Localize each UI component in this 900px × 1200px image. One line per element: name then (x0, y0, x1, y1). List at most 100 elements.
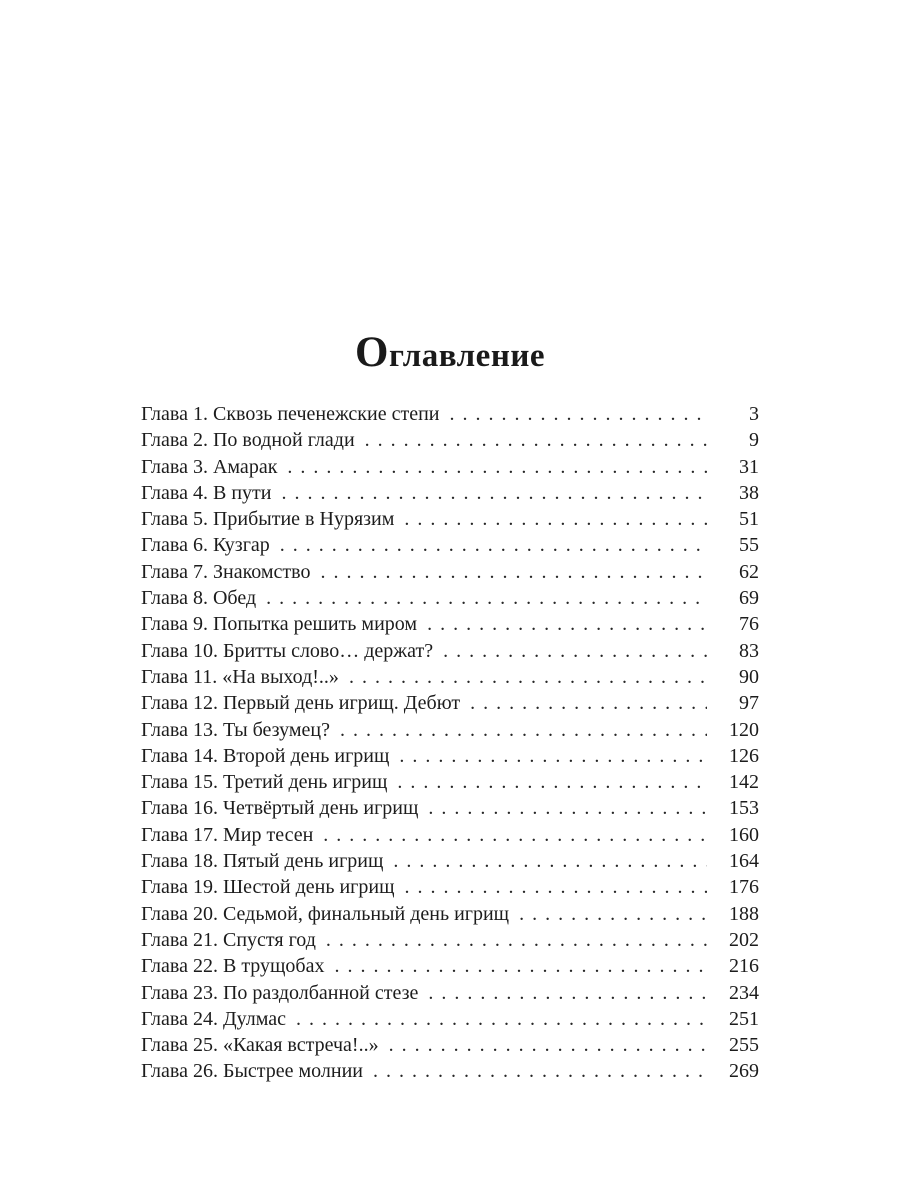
toc-entry: Глава 6. Кузгар 55 (141, 532, 759, 558)
toc-entry: Глава 16. Четвёртый день игрищ 153 (141, 795, 759, 821)
toc-entry-page-number: 188 (729, 902, 759, 925)
toc-entry-page-number: 216 (729, 955, 759, 978)
toc-leader-dots (397, 769, 707, 795)
toc-leader-dots (266, 585, 707, 611)
toc-entry-label: Глава 2. По водной глади (141, 429, 355, 452)
toc-entry-label: Глава 22. В трущобах (141, 955, 325, 978)
toc-leader-dots (296, 1006, 707, 1032)
toc-leader-dots (373, 1058, 707, 1084)
toc-leader-dots (326, 927, 707, 953)
toc-leader-dots (323, 822, 707, 848)
toc-entry-label: Глава 21. Спустя год (141, 928, 316, 951)
toc-entry: Глава 11. «На выход!..» 90 (141, 664, 759, 690)
toc-entry: Глава 8. Обед 69 (141, 585, 759, 611)
toc-entry-page-number: 202 (729, 928, 759, 951)
toc-entry-page-number: 153 (729, 797, 759, 820)
toc-entry-page-number: 176 (729, 876, 759, 899)
toc-entry-label: Глава 24. Дулмас (141, 1007, 286, 1030)
toc-entry-page-number: 3 (749, 403, 759, 425)
toc-entry-page-number: 55 (739, 534, 759, 557)
toc-entry-page-number: 269 (729, 1060, 759, 1083)
toc-entry-label: Глава 16. Четвёртый день игрищ (141, 797, 419, 820)
toc-entry: Глава 2. По водной глади 9 (141, 427, 759, 453)
toc-entry: Глава 22. В трущобах 216 (141, 953, 759, 979)
toc-entry-label: Глава 10. Бритты слово… держат? (141, 639, 434, 662)
toc-entry-page-number: 97 (739, 692, 759, 715)
toc-entry-label: Глава 12. Первый день игрищ. Дебют (141, 692, 461, 715)
toc-entry-page-number: 69 (739, 587, 759, 610)
toc-entry-page-number: 234 (729, 981, 759, 1004)
toc-entry-page-number: 9 (749, 429, 759, 452)
toc-entry-label: Глава 15. Третий день игрищ (141, 771, 388, 794)
toc-entry: Глава 12. Первый день игрищ. Дебют 97 (141, 690, 759, 716)
toc-entry: Глава 3. Амарак 31 (141, 454, 759, 480)
toc-entry-label: Глава 4. В пути (141, 481, 272, 504)
toc-entry-label: Глава 1. Сквозь печенежские степи (141, 403, 440, 425)
toc-leader-dots (428, 980, 707, 1006)
toc-leader-dots (470, 690, 707, 716)
toc-entry-label: Глава 17. Мир тесен (141, 823, 314, 846)
toc-title: Оглавление (355, 329, 545, 376)
toc-leader-dots (365, 427, 707, 453)
toc-entry: Глава 9. Попытка решить миром 76 (141, 611, 759, 637)
toc-entry: Глава 17. Мир тесен 160 (141, 822, 759, 848)
toc-entry: Глава 24. Дулмас 251 (141, 1006, 759, 1032)
toc-entry-label: Глава 3. Амарак (141, 455, 278, 478)
toc-entry-page-number: 38 (739, 481, 759, 504)
toc-entry-page-number: 83 (739, 639, 759, 662)
toc-leader-dots (281, 480, 707, 506)
toc-entry-page-number: 120 (729, 718, 759, 741)
toc-leader-dots (320, 559, 707, 585)
toc-leader-dots (340, 717, 707, 743)
toc-leader-dots (349, 664, 707, 690)
toc-entry-label: Глава 20. Седьмой, финальный день игрищ (141, 902, 510, 925)
toc-entry: Глава 21. Спустя год 202 (141, 927, 759, 953)
toc-entry: Глава 14. Второй день игрищ 126 (141, 743, 759, 769)
toc-entry: Глава 15. Третий день игрищ 142 (141, 769, 759, 795)
toc-entry-page-number: 76 (739, 613, 759, 636)
toc-entry-label: Глава 14. Второй день игрищ (141, 744, 390, 767)
toc-entry: Глава 23. По раздолбанной стезе 234 (141, 980, 759, 1006)
toc-leader-dots (443, 638, 707, 664)
toc-entry-label: Глава 13. Ты безумец? (141, 718, 330, 741)
toc-entry: Глава 4. В пути 38 (141, 480, 759, 506)
toc-entry-page-number: 160 (729, 823, 759, 846)
toc-entry-page-number: 51 (739, 508, 759, 531)
toc-leader-dots (519, 901, 707, 927)
toc-entry-page-number: 31 (739, 455, 759, 478)
toc-entry-page-number: 126 (729, 744, 759, 767)
toc-leader-dots (393, 848, 707, 874)
toc-entry: Глава 19. Шестой день игрищ 176 (141, 874, 759, 900)
toc-entry: Глава 26. Быстрее молнии 269 (141, 1058, 759, 1084)
toc-leader-dots (280, 532, 707, 558)
toc-content: Оглавление Глава 1. Сквозь печенежские с… (141, 331, 759, 1085)
toc-entry: Глава 5. Прибытие в Нурязим 51 (141, 506, 759, 532)
toc-entry-label: Глава 7. Знакомство (141, 560, 311, 583)
toc-entry: Глава 1. Сквозь печенежские степи 3 (141, 401, 759, 427)
toc-entry-page-number: 62 (739, 560, 759, 583)
toc-entry: Глава 20. Седьмой, финальный день игрищ … (141, 901, 759, 927)
toc-entry-page-number: 251 (729, 1007, 759, 1030)
toc-entry-label: Глава 25. «Какая встреча!..» (141, 1034, 379, 1057)
toc-leader-dots (428, 795, 707, 821)
toc-leader-dots (399, 743, 707, 769)
toc-entry-label: Глава 23. По раздолбанной стезе (141, 981, 419, 1004)
toc-entry-label: Глава 9. Попытка решить миром (141, 613, 418, 636)
toc-leader-dots (404, 874, 707, 900)
toc-entry-label: Глава 18. Пятый день игрищ (141, 850, 384, 873)
toc-leader-dots (404, 506, 707, 532)
toc-entry-label: Глава 5. Прибытие в Нурязим (141, 508, 395, 531)
toc-leader-dots (335, 953, 708, 979)
toc-entry-label: Глава 8. Обед (141, 587, 257, 610)
toc-leader-dots (389, 1032, 707, 1058)
toc-entry-page-number: 255 (729, 1034, 759, 1057)
toc-entry-page-number: 142 (729, 771, 759, 794)
toc-list: Глава 1. Сквозь печенежские степи 3 Глав… (141, 401, 759, 1085)
toc-entry: Глава 18. Пятый день игрищ 164 (141, 848, 759, 874)
toc-entry: Глава 25. «Какая встреча!..» 255 (141, 1032, 759, 1058)
toc-entry-label: Глава 11. «На выход!..» (141, 665, 339, 688)
toc-entry-page-number: 164 (729, 850, 759, 873)
toc-entry-label: Глава 26. Быстрее молнии (141, 1060, 363, 1083)
toc-entry-label: Глава 19. Шестой день игрищ (141, 876, 395, 899)
